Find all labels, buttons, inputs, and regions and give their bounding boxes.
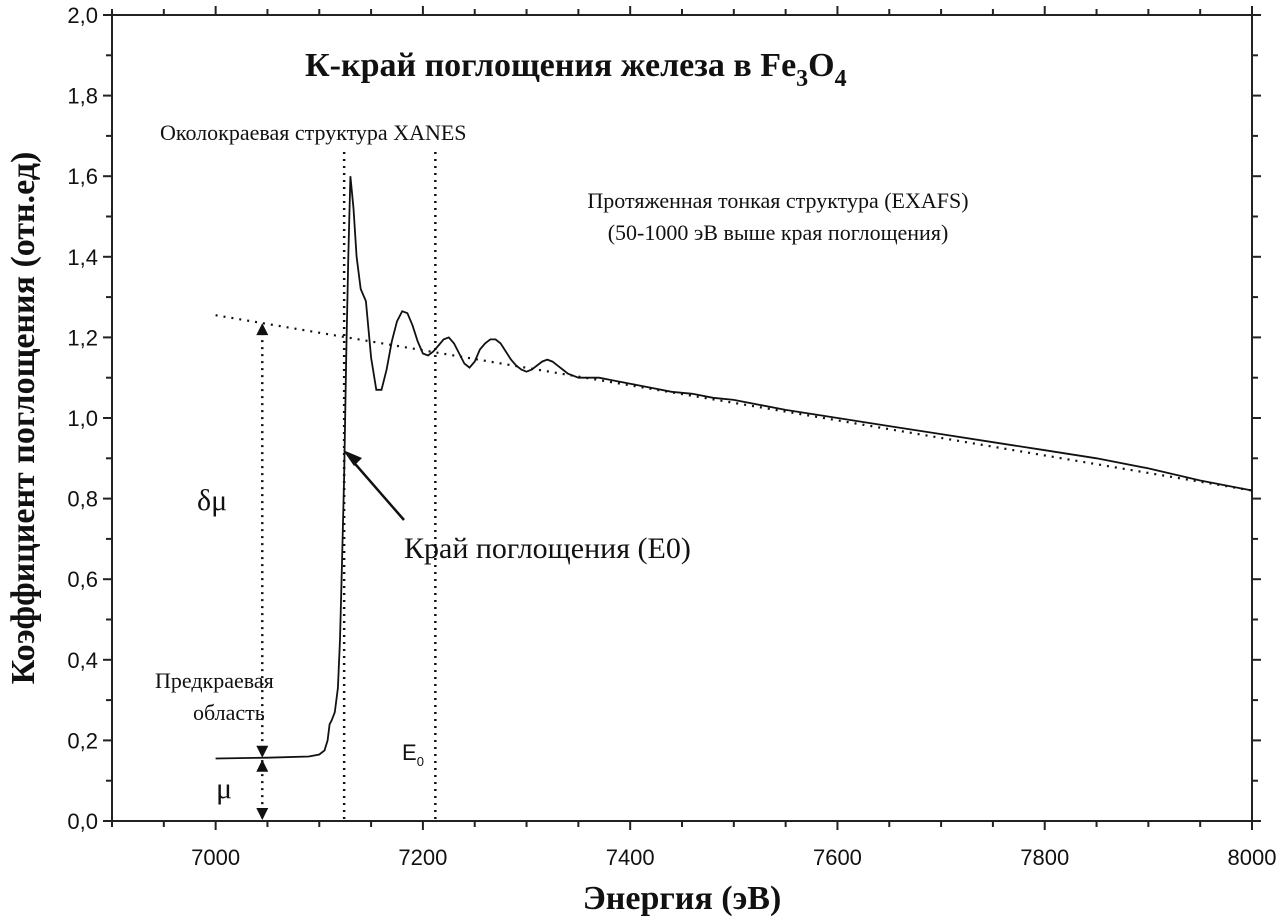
edge-pointer-arrowhead: [343, 450, 362, 466]
x-tick-label: 7400: [606, 845, 655, 870]
x-tick-label: 8000: [1228, 845, 1277, 870]
y-tick-label: 1,0: [67, 406, 98, 431]
ticks: [103, 6, 1261, 830]
x-tick-label: 7800: [1020, 845, 1069, 870]
delta-mu-label: δμ: [197, 484, 227, 517]
y-tick-label: 0,2: [67, 728, 98, 753]
x-axis-title: Энергия (эВ): [583, 880, 782, 917]
exafs-label-line2: (50-1000 эВ выше края поглощения): [608, 220, 949, 245]
arrowhead: [256, 808, 269, 820]
edge-label: Край поглощения (E0): [404, 532, 691, 565]
arrowhead: [256, 323, 269, 336]
y-tick-label: 1,4: [67, 245, 98, 270]
series-background-line: [215, 314, 1253, 492]
chart-title: К-край поглощения железа в Fe3O4: [305, 47, 847, 92]
exafs-label-line1: Протяженная тонкая структура (EXAFS): [587, 188, 968, 213]
arrowhead: [256, 759, 269, 772]
x-tick-label: 7200: [398, 845, 447, 870]
y-tick-label: 2,0: [67, 3, 98, 28]
mu-label: μ: [216, 772, 232, 805]
arrowhead: [256, 745, 269, 758]
y-tick-label: 0,4: [67, 648, 98, 673]
tick-labels: 7000 7200 7400 7600 7800 8000 0,0 0,2 0,4 0,6 0,8 1…: [67, 3, 1276, 870]
y-axis-title: Коэффициент поглощения (отн.ед): [5, 152, 42, 685]
y-tick-label: 1,6: [67, 164, 98, 189]
edge-pointer-arrow: [349, 457, 405, 521]
preedge-label-line1: Предкраевая: [155, 668, 274, 693]
preedge-label-line2: область: [193, 700, 265, 725]
x-tick-label: 7600: [813, 845, 862, 870]
y-tick-label: 0,8: [67, 487, 98, 512]
arrow-heads: [256, 323, 269, 820]
series-spectrum-line: [215, 176, 1253, 760]
y-tick-label: 1,2: [67, 325, 98, 350]
y-tick-label: 1,8: [67, 84, 98, 109]
e0-label: E0: [402, 740, 424, 769]
y-tick-label: 0,0: [67, 809, 98, 834]
y-tick-label: 0,6: [67, 567, 98, 592]
xanes-label: Околокраевая структура XANES: [160, 120, 467, 145]
x-tick-label: 7000: [191, 845, 240, 870]
